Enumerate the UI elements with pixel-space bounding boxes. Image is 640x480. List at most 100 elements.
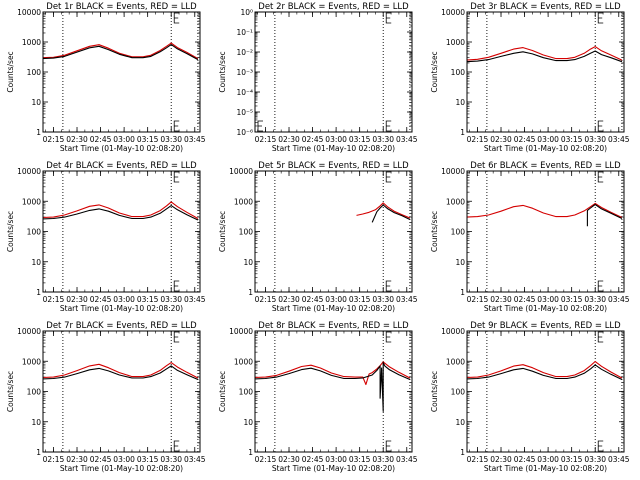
y-tick-label: 1 — [460, 128, 465, 137]
x-tick-label: 02:45 — [514, 135, 536, 144]
y-tick-label: 1 — [248, 288, 253, 297]
y-tick-label: 100 — [27, 68, 42, 77]
y-tick-label: 10⁻¹ — [236, 28, 253, 37]
y-tick-label: 100 — [451, 388, 466, 397]
y-axis-label: Counts/sec — [430, 211, 439, 252]
x-tick-label: 03:30 — [584, 135, 606, 144]
x-tick-label: 02:15 — [43, 295, 65, 304]
x-tick-label: 02:30 — [66, 455, 88, 464]
x-axis-label: Start Time (01-May-10 02:08:20) — [60, 464, 183, 473]
flag-bracket-top — [385, 12, 392, 24]
x-tick-label: 02:45 — [90, 455, 112, 464]
y-tick-label: 1 — [248, 448, 253, 457]
x-tick-label: 02:45 — [514, 455, 536, 464]
x-tick-label: 03:00 — [113, 135, 135, 144]
flag-bracket-top — [597, 331, 604, 343]
x-axis-label: Start Time (01-May-10 02:08:20) — [60, 304, 183, 313]
plot-frame — [254, 170, 413, 293]
x-tick-label: 02:45 — [302, 135, 324, 144]
detector-panel: Det 4r BLACK = Events, RED = LLD Counts/s… — [6, 161, 206, 313]
y-tick-label: 10000 — [17, 8, 41, 17]
x-tick-label: 03:45 — [184, 135, 206, 144]
x-tick-label: 02:15 — [467, 295, 489, 304]
y-tick-label: 10⁻³ — [236, 68, 253, 77]
x-tick-label: 03:15 — [561, 135, 583, 144]
panel-title: Det 9r BLACK = Events, RED = LLD — [470, 321, 621, 331]
y-tick-label: 1000 — [22, 357, 41, 366]
x-tick-label: 02:15 — [255, 455, 277, 464]
x-tick-label: 03:30 — [372, 295, 394, 304]
x-tick-label: 02:45 — [302, 295, 324, 304]
lld-series-line — [42, 42, 199, 60]
y-tick-label: 10 — [31, 258, 41, 267]
detector-panel: Det 1r BLACK = Events, RED = LLD Counts/s… — [6, 2, 206, 153]
x-tick-label: 03:30 — [584, 295, 606, 304]
x-tick-label: 03:45 — [396, 135, 418, 144]
x-tick-label: 02:30 — [278, 295, 300, 304]
plot-frame — [254, 11, 413, 133]
plot-frame — [42, 170, 201, 293]
y-axis-label: Counts/sec — [218, 371, 227, 412]
y-tick-label: 10 — [31, 418, 41, 427]
y-tick-label: 10000 — [441, 327, 465, 336]
lld-series-line — [254, 361, 411, 386]
y-tick-label: 10 — [243, 418, 253, 427]
x-tick-label: 03:15 — [349, 455, 371, 464]
flag-bracket-top — [173, 12, 180, 24]
x-axis-label: Start Time (01-May-10 02:08:20) — [484, 304, 607, 313]
y-tick-label: 10⁻⁵ — [236, 108, 253, 117]
x-tick-label: 03:15 — [137, 295, 159, 304]
lld-series-line — [466, 202, 623, 218]
detector-panel: Det 6r BLACK = Events, RED = LLD Counts/s… — [430, 161, 630, 313]
events-series-line — [466, 50, 623, 63]
detector-panel: Det 8r BLACK = Events, RED = LLD Counts/s… — [218, 321, 418, 473]
y-tick-label: 1000 — [234, 197, 253, 206]
x-tick-label: 03:00 — [537, 295, 559, 304]
x-tick-label: 02:15 — [43, 455, 65, 464]
x-axis-label: Start Time (01-May-10 02:08:20) — [484, 464, 607, 473]
x-axis-label: Start Time (01-May-10 02:08:20) — [272, 144, 395, 153]
y-tick-label: 100 — [27, 388, 42, 397]
x-tick-label: 03:00 — [325, 295, 347, 304]
panel-title: Det 1r BLACK = Events, RED = LLD — [46, 2, 197, 12]
detector-panel: Det 9r BLACK = Events, RED = LLD Counts/s… — [430, 321, 630, 473]
x-tick-label: 03:00 — [325, 455, 347, 464]
events-series-line — [466, 364, 623, 380]
y-tick-label: 10000 — [229, 327, 253, 336]
x-tick-label: 02:30 — [66, 135, 88, 144]
x-tick-label: 02:15 — [255, 135, 277, 144]
y-tick-label: 1000 — [446, 357, 465, 366]
events-series-line — [42, 365, 199, 381]
x-axis-label: Start Time (01-May-10 02:08:20) — [272, 304, 395, 313]
x-tick-label: 02:30 — [490, 135, 512, 144]
y-axis-label: Counts/sec — [6, 51, 15, 92]
flag-bracket-top — [173, 331, 180, 343]
y-axis-label: Counts/sec — [430, 51, 439, 92]
events-series-line — [42, 44, 199, 61]
y-tick-label: 100 — [239, 228, 254, 237]
x-tick-label: 03:30 — [372, 455, 394, 464]
x-tick-label: 03:15 — [137, 135, 159, 144]
flag-bracket-bottom — [597, 280, 604, 292]
lld-series-line — [42, 201, 199, 219]
x-tick-label: 02:45 — [90, 135, 112, 144]
x-tick-label: 02:30 — [490, 455, 512, 464]
events-series-line — [586, 203, 623, 227]
x-tick-label: 03:45 — [608, 455, 630, 464]
detector-panel: Det 3r BLACK = Events, RED = LLD Counts/s… — [430, 2, 630, 153]
y-tick-label: 100 — [451, 228, 466, 237]
flag-bracket-bottom — [597, 440, 604, 452]
x-tick-label: 02:15 — [467, 455, 489, 464]
x-tick-label: 03:15 — [561, 295, 583, 304]
y-tick-label: 1 — [36, 128, 41, 137]
y-tick-label: 10000 — [17, 327, 41, 336]
y-tick-label: 10⁻⁶ — [236, 128, 253, 137]
y-tick-label: 1000 — [234, 357, 253, 366]
y-tick-label: 10⁰ — [240, 8, 253, 17]
panel-title: Det 8r BLACK = Events, RED = LLD — [258, 321, 409, 331]
y-axis-label: Counts/sec — [430, 371, 439, 412]
x-tick-label: 02:45 — [514, 295, 536, 304]
y-tick-label: 100 — [27, 228, 42, 237]
y-tick-label: 10000 — [229, 167, 253, 176]
